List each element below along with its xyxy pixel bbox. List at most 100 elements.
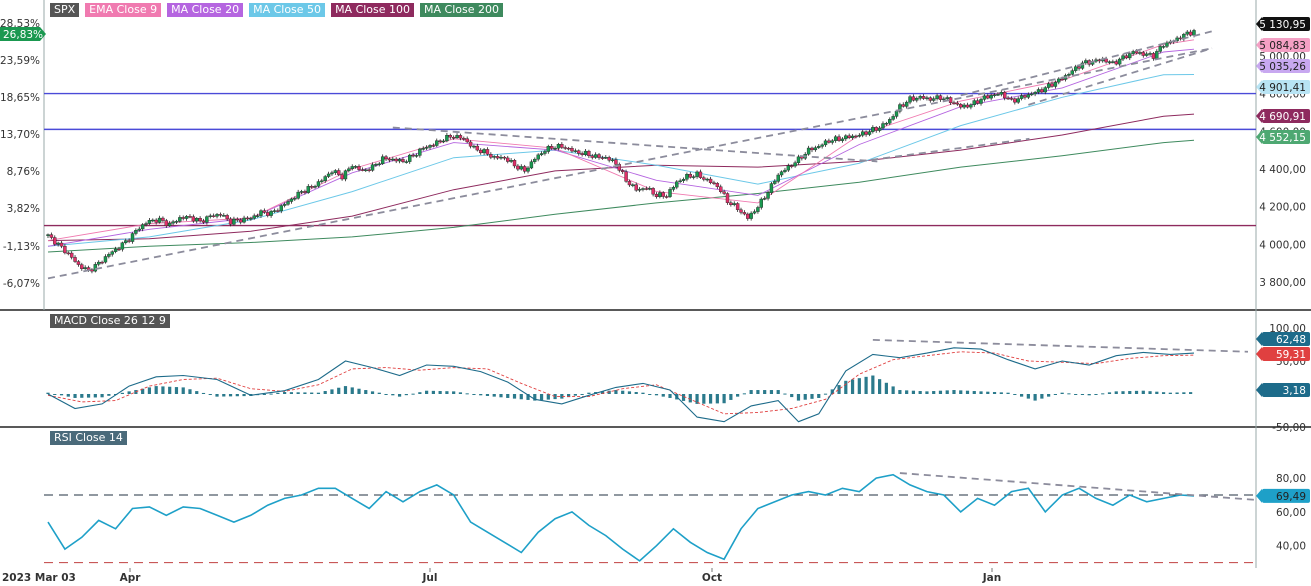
- macd-histogram-bar[interactable]: [1114, 391, 1118, 394]
- candle[interactable]: [712, 182, 716, 184]
- candle[interactable]: [590, 155, 594, 158]
- macd-histogram-bar[interactable]: [695, 394, 699, 404]
- macd-histogram-bar[interactable]: [681, 394, 686, 401]
- candle[interactable]: [414, 155, 419, 157]
- candle[interactable]: [773, 181, 777, 184]
- macd-histogram-bar[interactable]: [384, 394, 388, 395]
- candle[interactable]: [127, 240, 131, 242]
- candle[interactable]: [144, 223, 148, 225]
- macd-histogram-bar[interactable]: [1067, 393, 1071, 395]
- macd-histogram-bar[interactable]: [262, 394, 266, 395]
- candle[interactable]: [570, 148, 574, 152]
- macd-histogram-bar[interactable]: [208, 394, 212, 395]
- candle[interactable]: [969, 104, 973, 108]
- candle[interactable]: [597, 154, 601, 158]
- candle[interactable]: [1192, 30, 1196, 36]
- candle[interactable]: [1158, 46, 1162, 52]
- macd-histogram-bar[interactable]: [357, 388, 361, 394]
- candle[interactable]: [350, 166, 354, 169]
- macd-histogram-bar[interactable]: [310, 392, 314, 394]
- macd-panel[interactable]: [46, 338, 1249, 423]
- macd-histogram-bar[interactable]: [506, 394, 510, 398]
- candle[interactable]: [401, 159, 405, 162]
- candle[interactable]: [735, 203, 740, 210]
- macd-histogram-bar[interactable]: [715, 394, 719, 404]
- candle[interactable]: [986, 95, 990, 99]
- macd-signal-line[interactable]: [47, 351, 1195, 415]
- candle[interactable]: [813, 147, 818, 151]
- macd-histogram-bar[interactable]: [370, 391, 375, 394]
- candle[interactable]: [157, 217, 162, 223]
- macd-histogram-bar[interactable]: [708, 394, 713, 404]
- candle[interactable]: [847, 135, 851, 139]
- macd-histogram-bar[interactable]: [141, 388, 145, 394]
- macd-histogram-bar[interactable]: [316, 392, 321, 394]
- rsi-title[interactable]: RSI Close 14: [50, 431, 127, 445]
- macd-histogram-bar[interactable]: [479, 394, 483, 396]
- candle[interactable]: [276, 210, 280, 212]
- macd-histogram-bar[interactable]: [452, 391, 456, 394]
- macd-histogram-bar[interactable]: [1121, 391, 1125, 394]
- candle[interactable]: [249, 218, 253, 220]
- macd-histogram-bar[interactable]: [228, 394, 233, 397]
- candle[interactable]: [830, 140, 834, 143]
- candle[interactable]: [931, 98, 936, 101]
- candle[interactable]: [380, 156, 385, 164]
- candle[interactable]: [840, 138, 845, 141]
- candle[interactable]: [303, 191, 307, 193]
- candle[interactable]: [438, 140, 442, 142]
- candle[interactable]: [1155, 51, 1159, 59]
- macd-histogram-bar[interactable]: [600, 391, 605, 394]
- candle[interactable]: [435, 140, 439, 146]
- candle[interactable]: [137, 228, 141, 231]
- candle[interactable]: [1128, 53, 1132, 59]
- candle[interactable]: [850, 135, 855, 139]
- candle[interactable]: [1111, 61, 1115, 63]
- candle[interactable]: [1077, 66, 1081, 69]
- candle[interactable]: [884, 123, 889, 125]
- candle[interactable]: [1036, 89, 1041, 93]
- macd-histogram-bar[interactable]: [519, 394, 523, 400]
- candle[interactable]: [766, 192, 770, 199]
- candle[interactable]: [759, 198, 763, 208]
- macd-histogram-bar[interactable]: [918, 391, 922, 394]
- candle[interactable]: [644, 188, 649, 190]
- candle[interactable]: [979, 99, 983, 104]
- candle[interactable]: [833, 136, 838, 141]
- candle[interactable]: [975, 100, 980, 104]
- candle[interactable]: [343, 170, 348, 180]
- candle[interactable]: [965, 104, 970, 108]
- candle[interactable]: [553, 148, 557, 150]
- candle[interactable]: [299, 191, 304, 193]
- candle[interactable]: [1057, 78, 1061, 83]
- macd-histogram-bar[interactable]: [181, 387, 185, 394]
- candle[interactable]: [451, 136, 456, 139]
- macd-histogram-bar[interactable]: [492, 394, 496, 397]
- candle[interactable]: [563, 147, 567, 149]
- candle[interactable]: [431, 145, 436, 147]
- macd-histogram-bar[interactable]: [952, 390, 956, 394]
- macd-histogram-bar[interactable]: [296, 392, 300, 394]
- macd-histogram-bar[interactable]: [1080, 394, 1085, 395]
- candle[interactable]: [485, 149, 490, 155]
- candle[interactable]: [73, 257, 77, 262]
- macd-histogram-bar[interactable]: [1168, 392, 1172, 394]
- macd-histogram-bar[interactable]: [188, 389, 192, 394]
- macd-histogram-bar[interactable]: [168, 386, 172, 394]
- candle[interactable]: [688, 174, 693, 178]
- candle[interactable]: [1067, 74, 1071, 76]
- candle[interactable]: [445, 135, 449, 142]
- candle[interactable]: [739, 209, 743, 213]
- candle[interactable]: [370, 164, 375, 171]
- candle[interactable]: [593, 154, 598, 158]
- candle[interactable]: [864, 131, 868, 135]
- macd-histogram-bar[interactable]: [790, 394, 794, 398]
- macd-histogram-bar[interactable]: [195, 391, 199, 394]
- macd-histogram-bar[interactable]: [1161, 392, 1166, 394]
- candle[interactable]: [63, 246, 67, 254]
- candle[interactable]: [874, 127, 878, 131]
- candle[interactable]: [222, 215, 226, 217]
- candle[interactable]: [719, 186, 723, 192]
- candle[interactable]: [928, 97, 933, 101]
- candle[interactable]: [424, 147, 429, 149]
